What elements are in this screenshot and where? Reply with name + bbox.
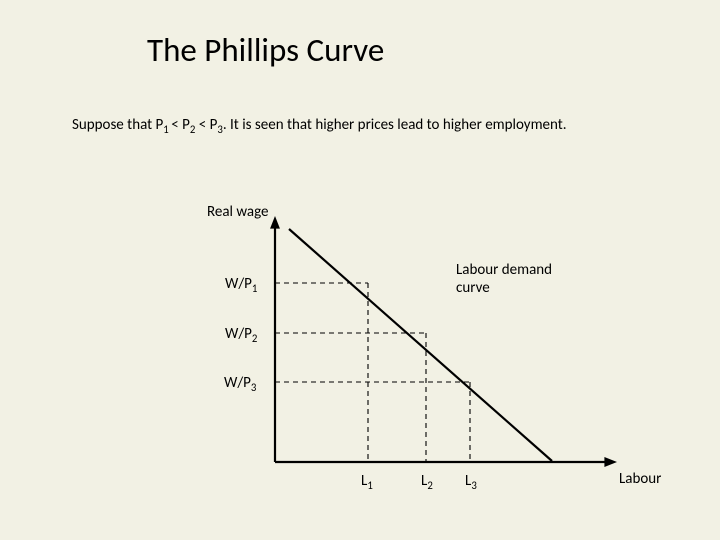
labour-demand-chart bbox=[0, 0, 720, 540]
